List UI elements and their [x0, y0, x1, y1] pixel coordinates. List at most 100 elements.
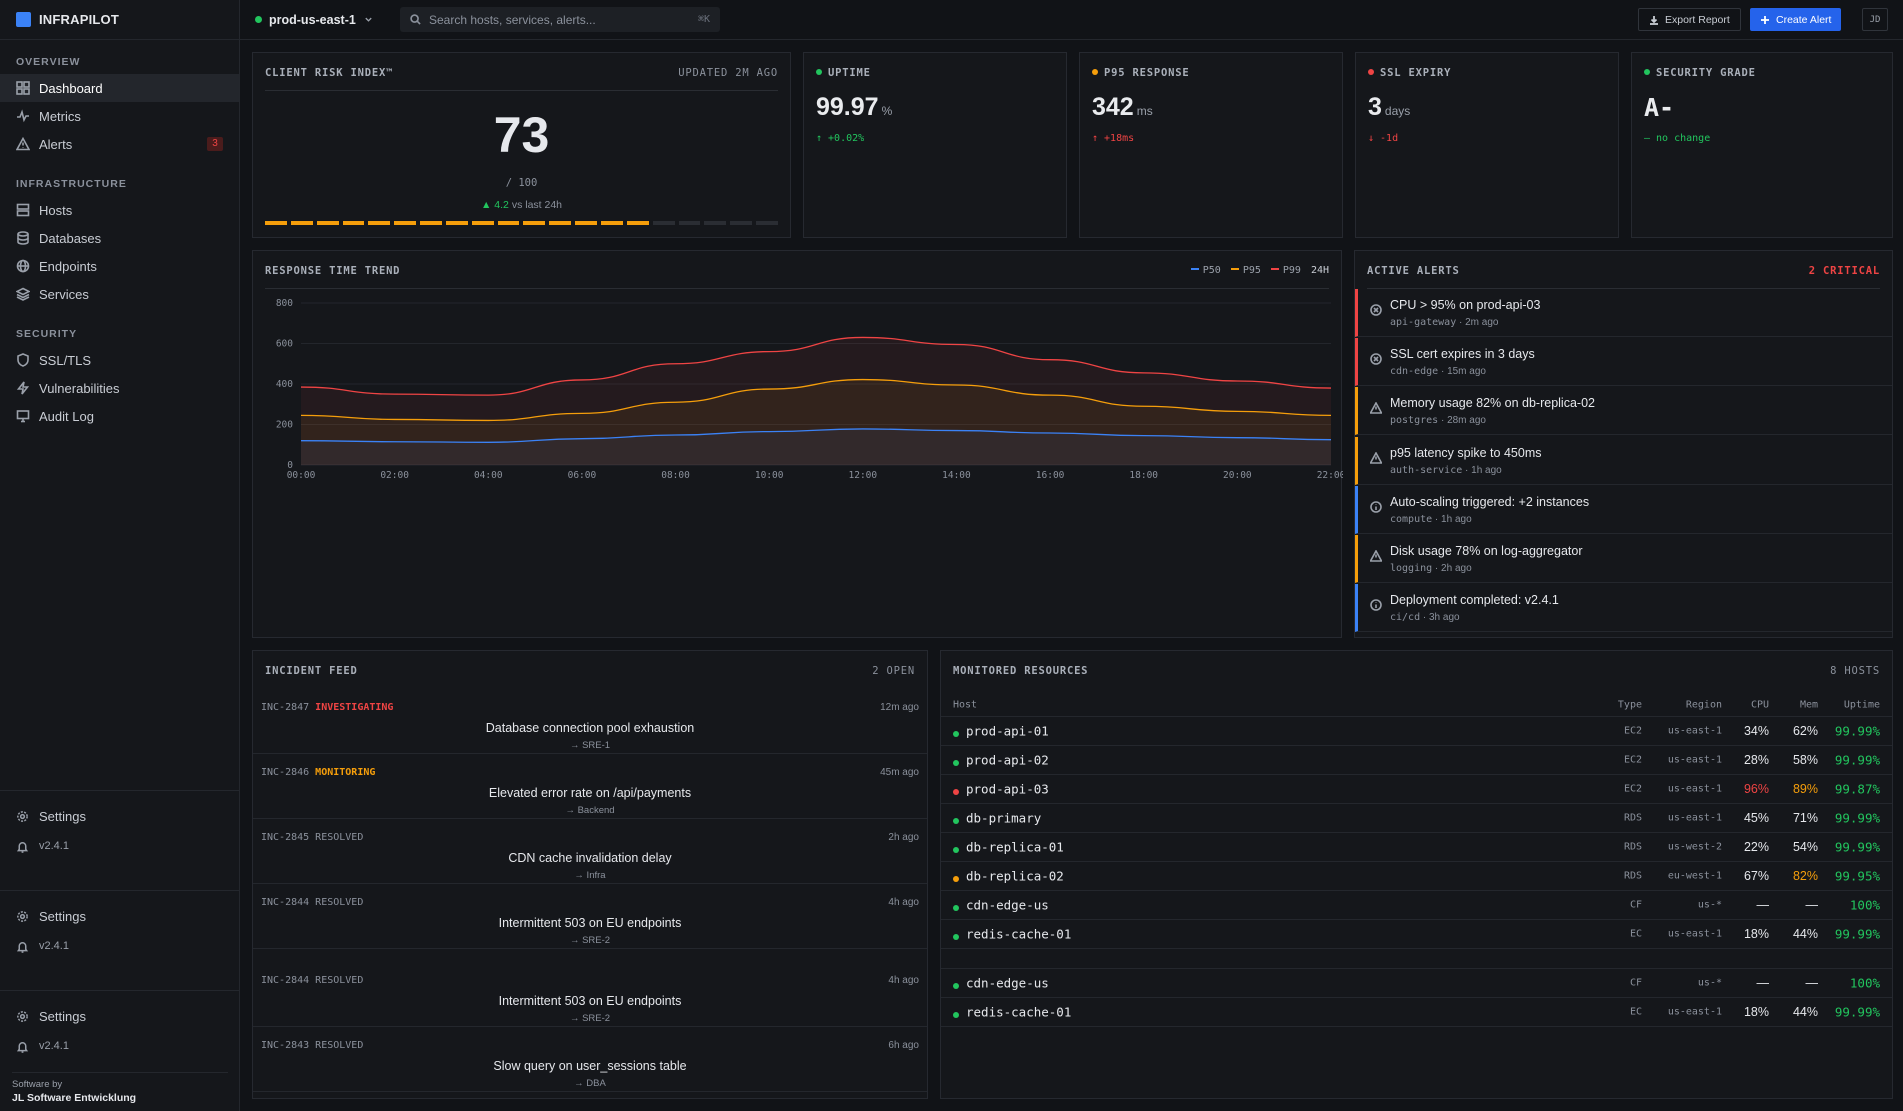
- sidebar-item-audit-log[interactable]: Audit Log: [0, 402, 239, 430]
- incident-item[interactable]: INC-2844 RESOLVED 4h ago Intermittent 503 o…: [253, 962, 927, 1027]
- search-input[interactable]: Search hosts, services, alerts... ⌘K: [400, 7, 720, 32]
- column-header-region[interactable]: Region: [1685, 699, 1722, 710]
- risk-bar-segment: [626, 221, 649, 225]
- table-row[interactable]: db-replica-02 RDS eu-west-1 67% 82% 99.95%: [941, 862, 1892, 891]
- divider: [265, 288, 1329, 289]
- column-header-cpu[interactable]: CPU: [1750, 699, 1769, 710]
- sidebar-item-hosts[interactable]: Hosts: [0, 196, 239, 224]
- shield-icon: [17, 353, 29, 367]
- column-header-type[interactable]: Type: [1617, 699, 1642, 710]
- separator: ·: [1462, 464, 1472, 476]
- incident-item[interactable]: INC-2844 RESOLVED 4h ago Intermittent 503 o…: [253, 884, 927, 949]
- x-tick-label: 14:00: [942, 470, 971, 481]
- legend-item-p99: P99: [1270, 265, 1301, 276]
- alert-item[interactable]: p95 latency spike to 450ms auth-service ·…: [1355, 436, 1892, 485]
- x-tick-label: 08:00: [661, 470, 690, 481]
- alert-item[interactable]: Auto-scaling triggered: +2 instances comp…: [1355, 485, 1892, 534]
- create-alert-button[interactable]: Create Alert: [1750, 8, 1842, 31]
- version-row[interactable]: v2.4.1: [0, 931, 240, 961]
- table-row[interactable]: prod-api-02 EC2 us-east-1 28% 58% 99.99%: [941, 746, 1892, 775]
- settings-link[interactable]: Settings: [0, 1001, 240, 1031]
- divider: [265, 90, 778, 91]
- kpi-title-text: UPTIME: [828, 67, 871, 79]
- host-region: us-*: [1697, 977, 1722, 989]
- table-row[interactable]: db-replica-01 RDS us-west-2 22% 54% 99.99%: [941, 833, 1892, 862]
- bell-icon: [16, 941, 29, 953]
- version-label: v2.4.1: [39, 940, 69, 952]
- host-region: us-east-1: [1667, 783, 1722, 795]
- incident-team: → SRE-2: [569, 935, 611, 946]
- export-report-button[interactable]: Export Report: [1638, 8, 1741, 31]
- table-row[interactable]: cdn-edge-us CF us-* — — 100%: [941, 969, 1892, 998]
- settings-link[interactable]: Settings: [0, 801, 240, 831]
- sidebar-item-alerts[interactable]: Alerts 3: [0, 130, 239, 158]
- range-selector[interactable]: 24H: [1310, 265, 1329, 276]
- sidebar-item-services[interactable]: Services: [0, 280, 239, 308]
- sidebar-item-vulnerabilities[interactable]: Vulnerabilities: [0, 374, 239, 402]
- column-header-uptime[interactable]: Uptime: [1843, 699, 1880, 710]
- table-row[interactable]: redis-cache-01 EC us-east-1 18% 44% 99.99%: [941, 998, 1892, 1027]
- version-label: v2.4.1: [39, 1040, 69, 1052]
- alert-item[interactable]: SSL cert expires in 3 days cdn-edge · 15m…: [1355, 338, 1892, 387]
- globe-icon: [16, 259, 30, 273]
- kpi-value-number: 3: [1368, 93, 1382, 121]
- version-row[interactable]: v2.4.1: [0, 1031, 240, 1061]
- table-row[interactable]: redis-cache-01 EC us-east-1 18% 44% 99.99%: [941, 920, 1892, 949]
- table-row-empty[interactable]: [941, 949, 1892, 969]
- status-dot: [953, 760, 959, 766]
- host-name: prod-api-03: [966, 781, 1049, 797]
- risk-bar-segment: [420, 221, 442, 225]
- incident-item[interactable]: INC-2847 INVESTIGATING 12m ago Database con…: [253, 689, 927, 754]
- sidebar-footer: Software by JL Software Entwicklung: [12, 1072, 228, 1104]
- panel-title: INCIDENT FEED: [265, 665, 358, 677]
- version-row[interactable]: v2.4.1: [0, 831, 240, 861]
- status-dot: [953, 731, 959, 737]
- sidebar-item-metrics[interactable]: Metrics: [0, 102, 239, 130]
- sidebar-item-dashboard[interactable]: Dashboard: [0, 74, 239, 102]
- table-row[interactable]: prod-api-01 EC2 us-east-1 34% 62% 99.99%: [941, 717, 1892, 746]
- avatar[interactable]: JD: [1862, 8, 1888, 31]
- alert-item[interactable]: Disk usage 78% on log-aggregator logging …: [1355, 535, 1892, 583]
- environment-selector[interactable]: prod-us-east-1: [255, 13, 373, 27]
- settings-label: Settings: [39, 808, 86, 824]
- alert-item[interactable]: Memory usage 82% on db-replica-02 postgre…: [1355, 387, 1892, 436]
- logo-icon: [16, 12, 31, 27]
- x-tick-label: 16:00: [1036, 470, 1065, 481]
- alert-item[interactable]: CPU > 95% on prod-api-03 api-gateway · 2m…: [1355, 289, 1892, 337]
- sidebar-item-label: Vulnerabilities: [39, 380, 120, 396]
- incident-id: INC-2846: [261, 767, 310, 778]
- status-dot: [1644, 69, 1650, 75]
- brand[interactable]: INFRAPILOT: [0, 0, 239, 40]
- risk-bar-segment: [368, 221, 391, 225]
- x-tick-label: 20:00: [1223, 470, 1252, 481]
- incident-item[interactable]: INC-2845 RESOLVED 2h ago CDN cache invalida…: [253, 819, 927, 884]
- table-row[interactable]: cdn-edge-us CF us-* — — 100%: [941, 891, 1892, 920]
- alert-item[interactable]: Deployment completed: v2.4.1 ci/cd · 3h a…: [1355, 584, 1892, 633]
- incident-item[interactable]: INC-2843 RESOLVED 6h ago Slow query on user…: [253, 1027, 927, 1092]
- incident-id-row: INC-2844 RESOLVED: [261, 897, 363, 908]
- sidebar-item-databases[interactable]: Databases: [0, 224, 239, 252]
- sidebar-item-label: SSL/TLS: [39, 352, 92, 368]
- alert-meta: api-gateway · 2m ago: [1390, 317, 1498, 328]
- kpi-card-p95-response: P95 RESPONSE 342 ms ↑ +18ms: [1079, 52, 1343, 238]
- incident-item[interactable]: INC-2846 MONITORING 45m ago Elevated error …: [253, 754, 927, 819]
- y-tick-label: 400: [276, 379, 293, 390]
- sidebar-item-endpoints[interactable]: Endpoints: [0, 252, 239, 280]
- settings-link[interactable]: Settings: [0, 901, 240, 931]
- legend-label: P99: [1282, 265, 1301, 276]
- risk-bar-segment: [678, 221, 701, 225]
- host-type: EC: [1629, 1006, 1642, 1018]
- server-icon: [16, 203, 30, 217]
- kpi-title: SSL EXPIRY: [1368, 67, 1451, 79]
- table-row[interactable]: prod-api-03 EC2 us-east-1 96% 89% 99.87%: [941, 775, 1892, 804]
- column-header-mem[interactable]: Mem: [1799, 699, 1818, 710]
- table-row[interactable]: db-primary RDS us-east-1 45% 71% 99.99%: [941, 804, 1892, 833]
- x-tick-label: 12:00: [849, 470, 878, 481]
- search-icon: [410, 14, 421, 25]
- status-dot: [1368, 69, 1374, 75]
- host-type: CF: [1629, 977, 1642, 989]
- host-type: RDS: [1623, 870, 1642, 882]
- column-header-host[interactable]: Host: [953, 699, 978, 710]
- host-region: us-east-1: [1667, 754, 1722, 766]
- sidebar-item-ssl-tls[interactable]: SSL/TLS: [0, 346, 239, 374]
